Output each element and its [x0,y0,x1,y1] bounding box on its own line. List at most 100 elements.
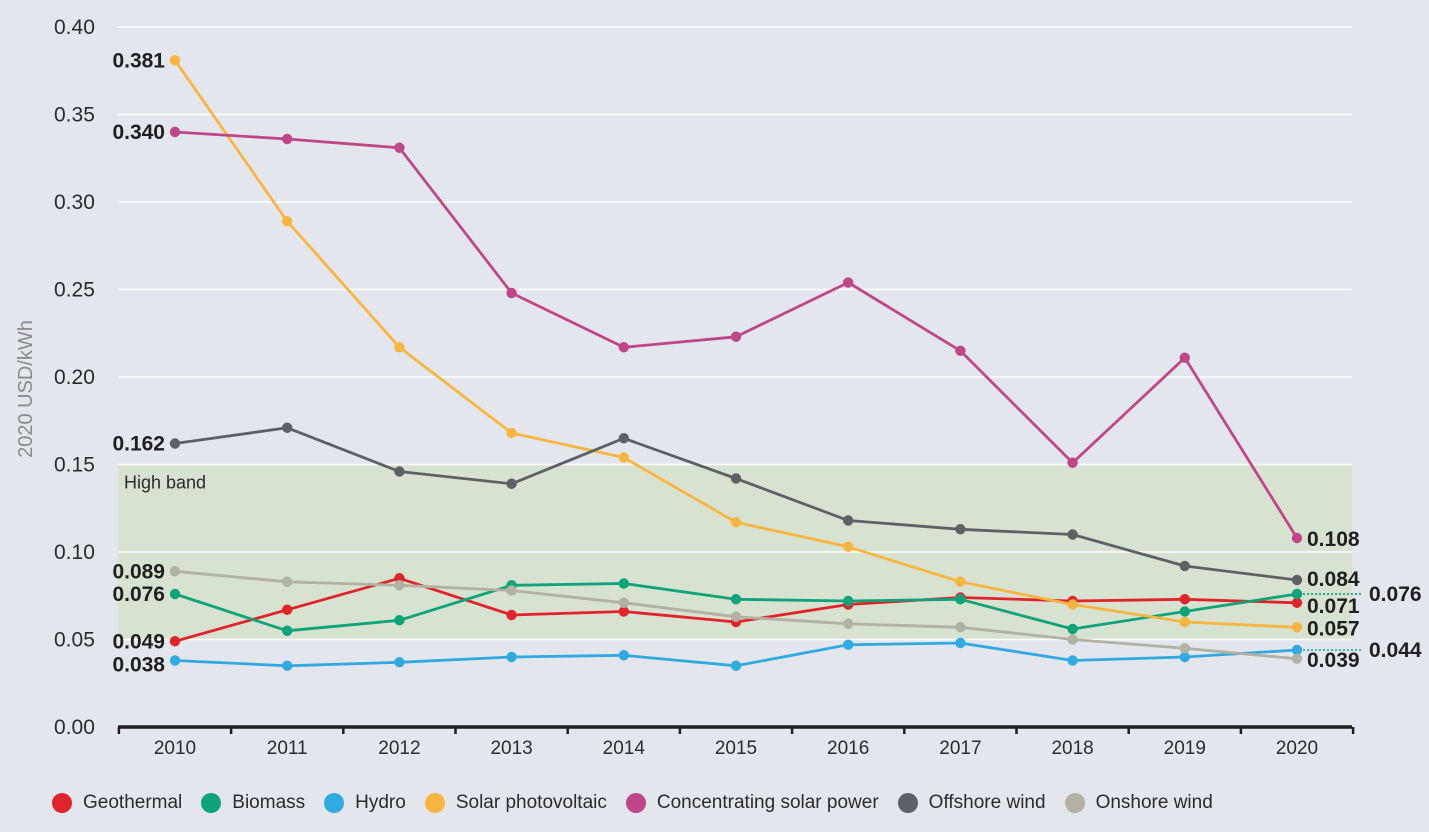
data-point-solar-photovoltaic [506,427,517,439]
y-tick-label: 0.35 [54,104,95,127]
data-point-biomass [618,578,629,589]
data-point-biomass [843,595,854,607]
legend-label: Concentrating solar power [656,792,879,813]
data-point-concentrating-solar-power [955,345,966,356]
start-label: 0.049 [112,630,165,653]
y-tick-label: 0.25 [54,279,95,302]
x-tick-label: 2017 [939,738,981,759]
legend-label: Offshore wind [928,792,1046,813]
start-label: 0.162 [112,433,165,456]
start-label: 0.076 [112,583,165,606]
x-tick-label: 2020 [1276,738,1318,759]
data-point-concentrating-solar-power [618,342,629,353]
data-point-hydro [169,655,181,666]
y-tick-label: 0.10 [54,541,95,564]
end-label: 0.044 [1369,639,1422,662]
data-point-offshore-wind [169,438,181,449]
data-point-onshore-wind [282,576,293,587]
data-point-hydro [506,651,517,663]
data-point-geothermal [618,606,629,617]
data-point-onshore-wind [506,585,517,596]
data-point-offshore-wind [1179,560,1191,572]
legend: Geothermal Biomass Hydro Solar photovoltaic… [52,792,1232,814]
data-point-onshore-wind [1291,653,1303,664]
data-point-hydro [843,639,854,650]
legend-label: Hydro [355,792,406,813]
series-lines [169,55,1303,671]
data-point-solar-photovoltaic [618,452,629,463]
data-point-onshore-wind [730,611,742,622]
x-tick-label: 2015 [715,738,757,759]
data-point-geothermal [282,604,293,615]
end-label: 0.084 [1307,568,1360,591]
y-tick-label: 0.15 [54,454,95,477]
data-point-solar-photovoltaic [169,55,181,66]
y-tick-label: 0.00 [54,716,95,739]
data-point-offshore-wind [394,466,405,477]
data-point-concentrating-solar-power [1291,532,1303,544]
data-point-concentrating-solar-power [394,142,405,153]
legend-label: Biomass [232,792,306,813]
legend-item-offshore-wind: Offshore wind [897,792,1046,814]
legend-item-concentrating-solar-power: Concentrating solar power [625,792,879,814]
x-tick-label: 2018 [1051,738,1093,759]
legend-swatch [52,793,72,813]
gridlines [118,26,1352,641]
x-tick-label: 2013 [490,738,532,759]
data-point-hydro [730,660,742,671]
end-label: 0.108 [1307,528,1360,551]
data-point-onshore-wind [618,597,629,608]
data-point-concentrating-solar-power [282,133,293,145]
data-point-hydro [394,657,405,668]
data-point-biomass [1179,606,1191,617]
data-point-onshore-wind [1179,643,1191,654]
data-point-solar-photovoltaic [1067,599,1078,610]
legend-swatch [625,793,646,813]
legend-swatch [897,793,918,813]
data-point-solar-photovoltaic [730,517,742,528]
legend-item-solar-photovoltaic: Solar photovoltaic [424,792,607,814]
data-point-concentrating-solar-power [1179,352,1191,363]
data-point-concentrating-solar-power [169,126,181,138]
y-tick-label: 0.30 [54,191,95,214]
legend-item-biomass: Biomass [201,792,305,814]
x-tick-label: 2014 [603,738,646,759]
y-tick-label: 0.05 [54,629,95,652]
end-label: 0.076 [1369,583,1422,606]
x-tick-label: 2010 [154,738,196,759]
data-point-biomass [282,625,293,636]
data-point-offshore-wind [730,473,742,484]
data-point-offshore-wind [955,524,966,535]
data-point-hydro [1179,651,1191,663]
data-point-offshore-wind [1067,529,1078,540]
legend-item-geothermal: Geothermal [52,792,182,814]
data-point-onshore-wind [1067,634,1078,645]
data-point-solar-photovoltaic [1291,622,1303,633]
start-label: 0.381 [112,49,165,72]
data-point-hydro [1067,655,1078,666]
data-point-biomass [394,615,405,626]
data-point-offshore-wind [1291,574,1303,586]
legend-label: Geothermal [83,792,183,813]
data-point-solar-photovoltaic [955,576,966,587]
end-label: 0.039 [1307,649,1360,672]
data-point-hydro [1291,644,1303,656]
data-point-solar-photovoltaic [394,342,405,353]
data-point-geothermal [1291,597,1303,608]
y-axis-label: 2020 USD/kWh [15,320,37,458]
data-point-offshore-wind [618,433,629,444]
legend-item-hydro: Hydro [324,792,406,814]
y-tick-label: 0.40 [54,16,95,39]
data-point-solar-photovoltaic [1179,616,1191,628]
data-point-concentrating-solar-power [730,331,742,342]
data-point-concentrating-solar-power [506,287,517,299]
data-point-offshore-wind [506,478,517,489]
x-tick-label: 2011 [267,738,308,759]
high-band-label: High band [124,473,206,493]
data-point-hydro [955,637,966,649]
legend-label: Solar photovoltaic [455,792,607,813]
start-label: 0.340 [112,121,165,144]
x-tick-label: 2019 [1164,738,1206,759]
legend-swatch [1064,793,1085,813]
